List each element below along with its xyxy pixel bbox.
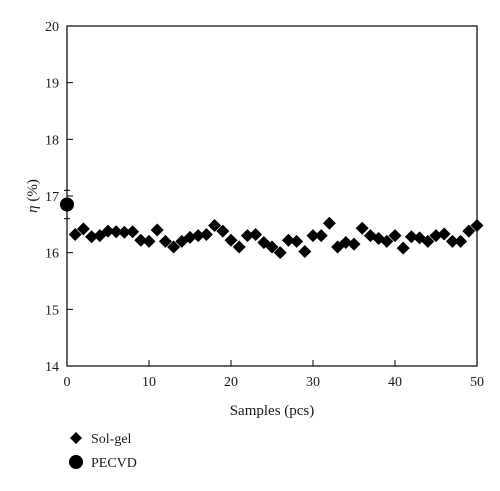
- x-tick-label: 40: [388, 375, 402, 390]
- y-axis-symbol: η: [25, 205, 41, 212]
- y-axis-ticks: 14 15 16 17 18 19 20: [45, 20, 73, 375]
- sol-gel-point: [380, 234, 394, 248]
- sol-gel-point: [281, 233, 295, 247]
- sol-gel-point: [437, 227, 451, 241]
- sol-gel-point: [126, 225, 140, 239]
- sol-gel-point: [85, 230, 99, 244]
- sol-gel-point: [470, 218, 484, 232]
- y-tick-label: 19: [45, 77, 59, 92]
- sol-gel-point: [290, 234, 304, 248]
- y-tick-label: 18: [45, 133, 59, 148]
- sol-gel-point: [462, 224, 476, 238]
- x-axis-title: Samples (pcs): [230, 403, 315, 419]
- sol-gel-point: [167, 240, 181, 254]
- legend: Sol-gel PECVD: [69, 432, 137, 471]
- sol-gel-point: [454, 234, 468, 248]
- sol-gel-point: [355, 221, 369, 235]
- sol-gel-point: [388, 229, 402, 243]
- sol-gel-point: [208, 218, 222, 232]
- sol-gel-point: [314, 229, 328, 243]
- x-axis-ticks: 0 10 20 30 40 50: [64, 360, 484, 390]
- legend-marker-sol-gel: [70, 432, 82, 444]
- sol-gel-point: [216, 224, 230, 238]
- series-layer: [60, 189, 484, 260]
- y-tick-label: 14: [45, 360, 59, 375]
- sol-gel-point: [101, 224, 115, 238]
- pecvd-point: [60, 197, 74, 212]
- sol-gel-point: [142, 234, 156, 248]
- y-tick-label: 15: [45, 303, 59, 318]
- sol-gel-point: [117, 225, 131, 239]
- sol-gel-point: [158, 234, 172, 248]
- x-tick-label: 30: [306, 375, 320, 390]
- legend-label-sol-gel: Sol-gel: [91, 432, 132, 447]
- sol-gel-point: [396, 241, 410, 255]
- sol-gel-point: [404, 230, 418, 244]
- sol-gel-point: [347, 237, 361, 251]
- sol-gel-point: [322, 216, 336, 230]
- sol-gel-point: [273, 246, 287, 260]
- sol-gel-point: [150, 223, 164, 237]
- sol-gel-point: [191, 229, 205, 243]
- sol-gel-point: [134, 233, 148, 247]
- sol-gel-point: [68, 228, 82, 242]
- sol-gel-point: [265, 240, 279, 254]
- y-tick-label: 20: [45, 20, 59, 35]
- sol-gel-point: [240, 229, 254, 243]
- y-axis-unit: (%): [25, 179, 41, 205]
- sol-gel-point: [109, 225, 123, 239]
- sol-gel-point: [199, 228, 213, 242]
- sol-gel-point: [76, 222, 90, 236]
- sol-gel-point: [421, 234, 435, 248]
- y-tick-label: 16: [45, 247, 59, 262]
- y-axis-title: η (%): [25, 179, 41, 213]
- x-tick-label: 50: [470, 375, 484, 390]
- sol-gel-point: [224, 233, 238, 247]
- sol-gel-point: [306, 229, 320, 243]
- y-tick-label: 17: [45, 190, 59, 205]
- plot-frame: [66, 25, 478, 367]
- sol-gel-point: [232, 240, 246, 254]
- x-tick-label: 20: [224, 375, 238, 390]
- legend-label-pecvd: PECVD: [91, 456, 137, 471]
- sol-gel-point: [249, 228, 263, 242]
- legend-marker-pecvd: [69, 455, 83, 469]
- sol-gel-point: [445, 234, 459, 248]
- sol-gel-point: [298, 245, 312, 259]
- x-tick-label: 10: [142, 375, 156, 390]
- x-tick-label: 0: [64, 375, 71, 390]
